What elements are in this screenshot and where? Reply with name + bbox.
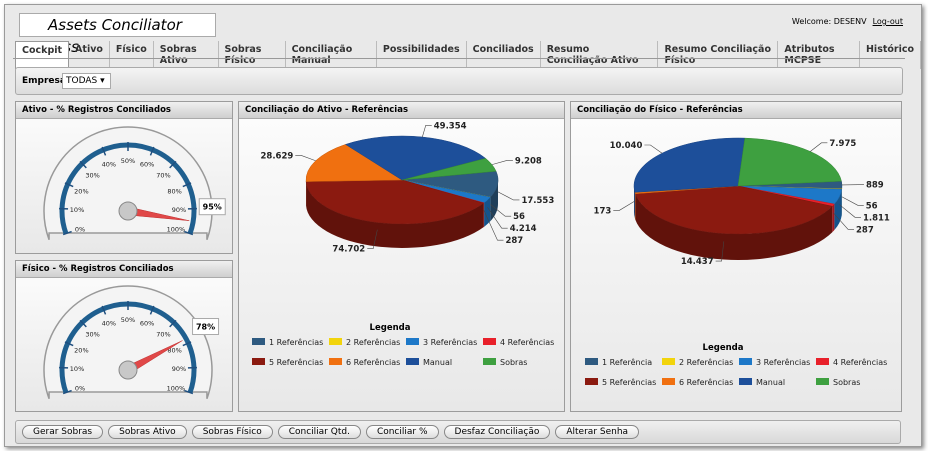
action-button[interactable]: Conciliar Qtd. bbox=[277, 425, 361, 439]
tab-bar: Cockpit Ativo Físico Sobras Ativo Sobras Fís… bbox=[15, 41, 922, 69]
tab[interactable]: Resumo Conciliação Ativo bbox=[541, 41, 659, 69]
button-bar: Gerar Sobras Sobras Ativo Sobras Físico Con… bbox=[15, 420, 901, 444]
panel-title: Conciliação do Físico - Referências bbox=[571, 102, 901, 119]
panel-title: Físico - % Registros Conciliados bbox=[16, 261, 232, 278]
tab[interactable]: Conciliados bbox=[467, 41, 541, 69]
welcome-text: Welcome: DESENV bbox=[791, 17, 867, 26]
app-window: Assets Conciliator Express Welcome: DESE… bbox=[4, 4, 922, 447]
tab[interactable]: Sobras Físico bbox=[219, 41, 286, 69]
logo: Assets Conciliator Express bbox=[19, 13, 216, 56]
panel: Conciliação do Ativo - Referências bbox=[238, 101, 565, 412]
tab[interactable]: Resumo Conciliação Físico bbox=[658, 41, 779, 69]
filter-bar: Empresa: TODAS ▾ bbox=[15, 67, 903, 95]
tab[interactable]: Ativo bbox=[69, 41, 110, 69]
panel-title: Ativo - % Registros Conciliados bbox=[16, 102, 232, 119]
action-button[interactable]: Desfaz Conciliação bbox=[443, 425, 551, 439]
panel: Conciliação do Físico - Referências bbox=[570, 101, 902, 412]
tab[interactable]: Cockpit bbox=[15, 41, 70, 69]
action-button[interactable]: Conciliar % bbox=[365, 425, 439, 439]
tab[interactable]: Físico bbox=[110, 41, 154, 69]
tab[interactable]: Possibilidades bbox=[377, 41, 467, 69]
panel-title: Conciliação do Ativo - Referências bbox=[239, 102, 564, 119]
tab[interactable]: Sobras Ativo bbox=[154, 41, 219, 69]
company-select[interactable]: TODAS ▾ bbox=[62, 73, 111, 89]
tab[interactable]: Conciliação Manual bbox=[286, 41, 377, 69]
panel: Físico - % Registros Conciliados bbox=[15, 260, 233, 412]
action-button[interactable]: Gerar Sobras bbox=[22, 425, 104, 439]
panel: Ativo - % Registros Conciliados bbox=[15, 101, 233, 254]
select-value: TODAS bbox=[66, 76, 98, 86]
action-button[interactable]: Sobras Físico bbox=[191, 425, 273, 439]
tab-line bbox=[13, 58, 905, 59]
action-button[interactable]: Alterar Senha bbox=[555, 425, 640, 439]
filter-label: Empresa: bbox=[22, 76, 70, 86]
user-info: Welcome: DESENV Log-out bbox=[792, 17, 903, 26]
action-button[interactable]: Sobras Ativo bbox=[108, 425, 187, 439]
tab[interactable]: Histórico bbox=[860, 41, 922, 69]
tab[interactable]: Atributos MCPSE bbox=[778, 41, 860, 69]
logout-link[interactable]: Log-out bbox=[872, 17, 903, 26]
